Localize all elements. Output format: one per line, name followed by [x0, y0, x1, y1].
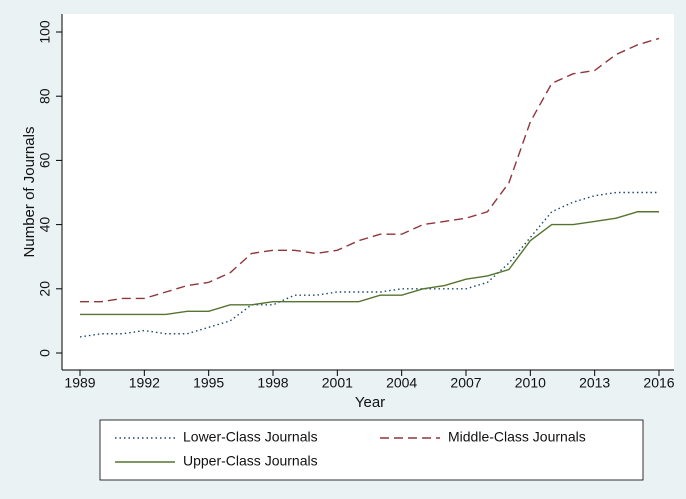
- y-tick-label: 20: [37, 281, 53, 297]
- y-tick-label: 0: [37, 349, 53, 357]
- x-tick-label: 2001: [322, 375, 353, 391]
- legend-label: Lower-Class Journals: [183, 429, 318, 445]
- series-line: [80, 37, 660, 303]
- series-line: [80, 211, 659, 316]
- y-tick-label: 40: [37, 217, 53, 233]
- x-tick-label: 1995: [193, 375, 224, 391]
- plot-area: [62, 14, 674, 370]
- y-axis-label: Number of Journals: [21, 127, 38, 258]
- legend-label: Upper-Class Journals: [183, 453, 318, 469]
- x-tick-label: 1989: [64, 375, 95, 391]
- legend-label: Middle-Class Journals: [448, 429, 586, 445]
- y-tick-label: 80: [37, 88, 53, 104]
- x-axis-label: Year: [355, 394, 385, 411]
- x-tick-label: 1992: [129, 375, 160, 391]
- x-tick-label: 2004: [386, 375, 417, 391]
- y-tick-label: 60: [37, 152, 53, 168]
- y-tick-label: 100: [37, 20, 53, 44]
- x-tick-label: 2013: [579, 375, 610, 391]
- x-tick-label: 2010: [515, 375, 546, 391]
- x-tick-label: 2007: [450, 375, 481, 391]
- legend: [99, 419, 644, 481]
- x-tick-label: 2016: [643, 375, 674, 391]
- x-tick-label: 1998: [257, 375, 288, 391]
